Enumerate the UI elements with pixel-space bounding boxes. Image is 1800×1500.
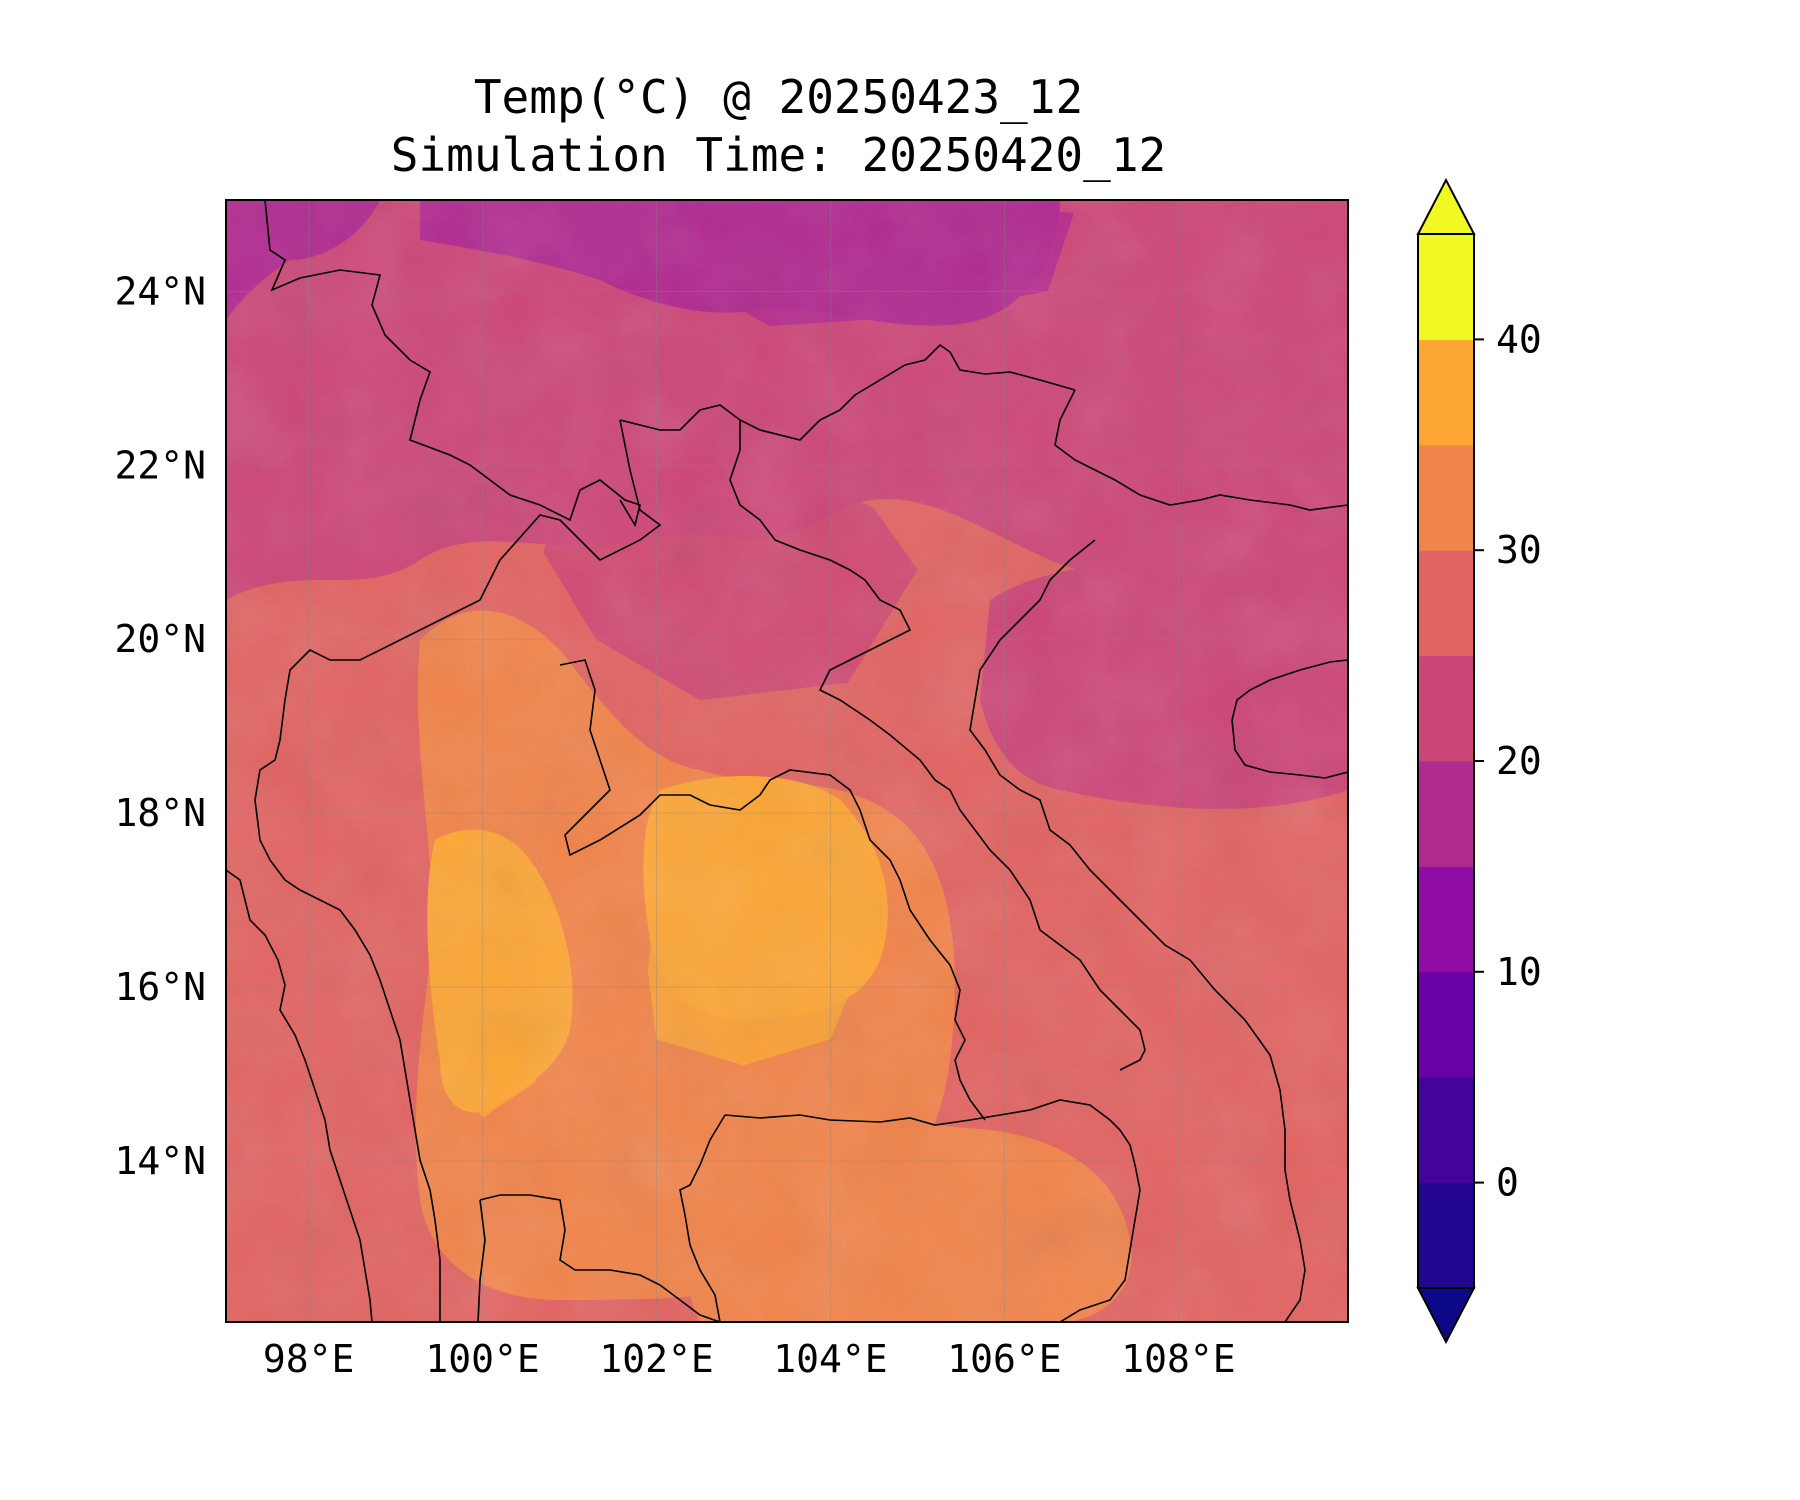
x-tick-label: 102°E <box>599 1337 713 1381</box>
map-title: Temp(°C) @ 20250423_12 <box>473 70 1084 124</box>
colorbar: 0 10 20 30 40 <box>1416 177 1542 1345</box>
x-tick-label: 104°E <box>773 1337 887 1381</box>
map-frame <box>225 199 1349 1323</box>
map-plot-area <box>226 200 1348 1322</box>
x-tick-label: 108°E <box>1121 1337 1235 1381</box>
y-tick-label: 24°N <box>114 269 206 313</box>
y-tick-label: 18°N <box>114 791 206 835</box>
colorbar-segment <box>1418 1182 1474 1289</box>
x-tick-label: 100°E <box>425 1337 539 1381</box>
y-tick-label: 16°N <box>114 965 206 1009</box>
colorbar-segment <box>1418 339 1474 446</box>
colorbar-segment <box>1418 234 1474 340</box>
colorbar-tick-label: 10 <box>1496 950 1542 994</box>
y-tick-label: 20°N <box>114 617 206 661</box>
coastline-borders <box>226 200 1348 1322</box>
colorbar-tick-label: 20 <box>1496 739 1542 783</box>
field-texture <box>226 200 1348 1322</box>
colorbar-tick-label: 40 <box>1496 317 1542 361</box>
gridlines <box>226 200 1348 1322</box>
x-tick-label: 98°E <box>263 1337 355 1381</box>
colorbar-extend-low <box>1416 1287 1476 1345</box>
colorbar-segment <box>1418 866 1474 973</box>
y-axis: 24°N 22°N 20°N 18°N 16°N 14°N <box>114 269 206 1183</box>
colorbar-segment <box>1418 550 1474 657</box>
colorbar-segment <box>1418 761 1474 867</box>
x-axis: 98°E 100°E 102°E 104°E 106°E 108°E <box>263 1337 1236 1381</box>
map-subtitle: Simulation Time: 20250420_12 <box>390 128 1167 182</box>
y-tick-label: 14°N <box>114 1139 206 1183</box>
colorbar-segment <box>1418 655 1474 762</box>
colorbar-segment <box>1418 1077 1474 1184</box>
colorbar-segment <box>1418 444 1474 551</box>
x-tick-label: 106°E <box>947 1337 1061 1381</box>
colorbar-segment <box>1418 971 1474 1078</box>
colorbar-extend-high <box>1416 177 1476 235</box>
y-tick-label: 22°N <box>114 443 206 487</box>
colorbar-tick-label: 30 <box>1496 528 1542 572</box>
colorbar-tick-label: 0 <box>1496 1161 1519 1205</box>
